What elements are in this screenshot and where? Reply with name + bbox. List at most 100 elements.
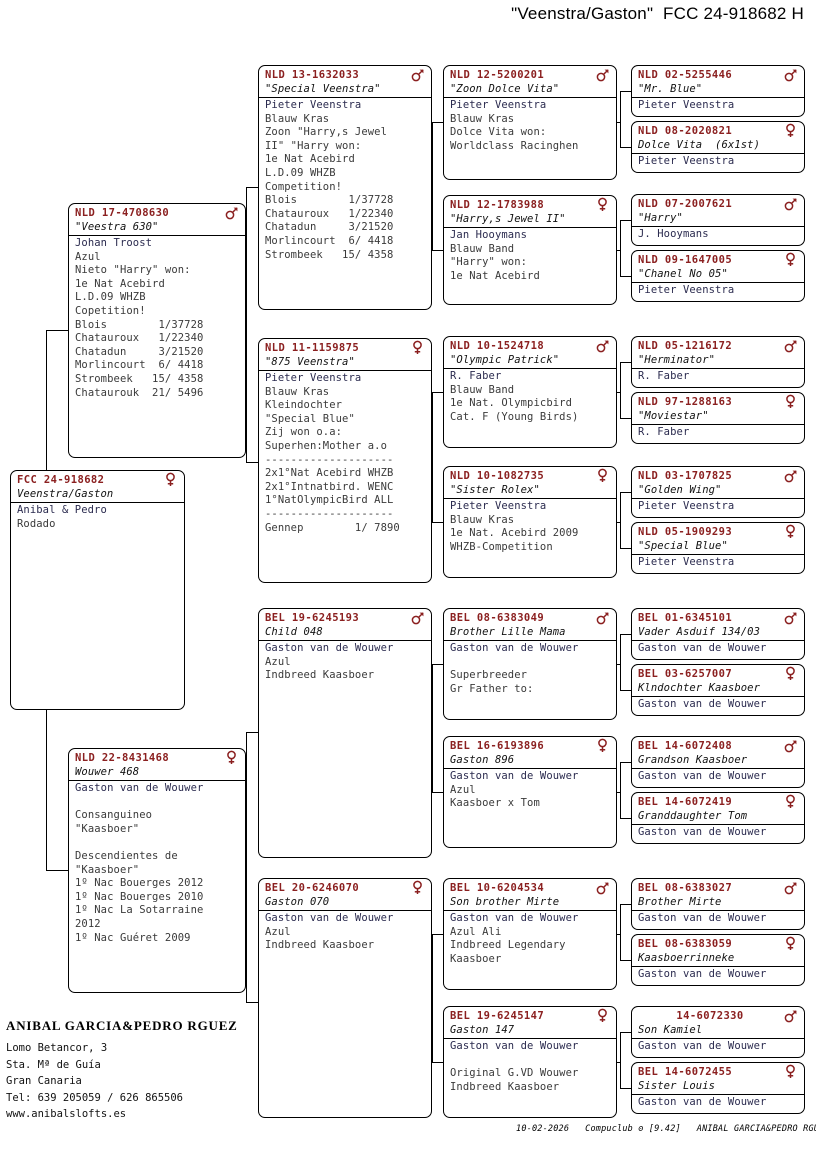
header-divider bbox=[444, 1038, 616, 1039]
gen4-card-2[interactable]: NLD 08-2020821 Dolce Vita (6x1st) Pieter V… bbox=[631, 121, 805, 173]
detail-line: Azul Ali bbox=[450, 925, 502, 938]
gen4-card-9[interactable]: BEL 01-6345101 Vader Asduif 134/03 Gaston … bbox=[631, 608, 805, 660]
header-divider bbox=[444, 227, 616, 228]
gen3-card-3[interactable]: NLD 10-1524718 "Olympic Patrick" R. Faber B… bbox=[443, 336, 617, 448]
male-sex-icon bbox=[784, 338, 797, 353]
page-title: "Veenstra/Gaston" FCC 24-918682 H bbox=[511, 4, 804, 23]
female-sex-icon bbox=[784, 524, 797, 539]
gen4-card-15[interactable]: 14-6072330 Son Kamiel Gaston van de Wouwer bbox=[631, 1006, 805, 1058]
bird-name: "Herminator" bbox=[638, 354, 716, 366]
detail-line: Cat. F (Young Birds) bbox=[450, 410, 579, 423]
connector bbox=[620, 904, 621, 960]
gen4-card-7[interactable]: NLD 03-1707825 "Golden Wing" Pieter Veenst… bbox=[631, 466, 805, 518]
connector bbox=[620, 818, 631, 819]
female-sex-icon bbox=[225, 750, 238, 765]
gen2-card-1[interactable]: NLD 13-1632033 "Special Veenstra" Pieter V… bbox=[258, 65, 432, 310]
card-body: Gaston van de Wouwer bbox=[632, 697, 804, 715]
gen4-card-5[interactable]: NLD 05-1216172 "Herminator" R. Faber bbox=[631, 336, 805, 388]
detail-line: Azul bbox=[265, 925, 291, 938]
gen4-card-6[interactable]: NLD 97-1288163 "Moviestar" R. Faber bbox=[631, 392, 805, 444]
card-header: BEL 14-6072419 bbox=[632, 793, 804, 809]
bird-name: Brother Mirte bbox=[638, 896, 722, 908]
connector bbox=[46, 330, 68, 331]
card-header: NLD 10-1524718 bbox=[444, 337, 616, 353]
bird-name: Son brother Mirte bbox=[450, 896, 560, 908]
gen3-card-1[interactable]: NLD 12-5200201 "Zoon Dolce Vita" Pieter Ve… bbox=[443, 65, 617, 180]
gen3-card-2[interactable]: NLD 12-1783988 "Harry,s Jewel II" Jan Hooy… bbox=[443, 195, 617, 305]
detail-line: 2x1°Intnatbird. WENC bbox=[265, 480, 394, 493]
gen4-card-4[interactable]: NLD 09-1647005 "Chanel No 05" Pieter Veens… bbox=[631, 250, 805, 302]
detail-line: 1º Nac Guéret 2009 bbox=[75, 931, 191, 944]
bird-name: "Special Veenstra" bbox=[265, 83, 381, 95]
detail-line: R. Faber bbox=[638, 426, 690, 438]
gen3-card-5[interactable]: BEL 08-6383049 Brother Lille Mama Gaston v… bbox=[443, 608, 617, 720]
card-header: BEL 20-6246070 bbox=[259, 879, 431, 895]
detail-line: Morlincourt 6/ 4418 bbox=[75, 359, 204, 372]
ring-number: BEL 20-6246070 bbox=[265, 882, 360, 894]
card-header: NLD 09-1647005 bbox=[632, 251, 804, 267]
connector bbox=[246, 1002, 258, 1003]
card-body: Gaston van de Wouwer bbox=[632, 1039, 804, 1057]
card-header: NLD 17-4708630 bbox=[69, 204, 245, 220]
gen3-card-4[interactable]: NLD 10-1082735 "Sister Rolex" Pieter Veens… bbox=[443, 466, 617, 578]
bird-name: Gaston 896 bbox=[450, 754, 515, 766]
header-divider bbox=[444, 97, 616, 98]
detail-line: Indbreed Kaasboer bbox=[265, 669, 375, 682]
connector bbox=[620, 492, 631, 493]
female-sex-icon bbox=[596, 738, 609, 753]
detail-line: Blauw Band bbox=[450, 383, 515, 396]
gen3-card-8[interactable]: BEL 19-6245147 Gaston 147 Gaston van de Wo… bbox=[443, 1006, 617, 1118]
gen2-card-4[interactable]: BEL 20-6246070 Gaston 070 Gaston van de Wo… bbox=[258, 878, 432, 1118]
detail-line: Kaasboer bbox=[450, 952, 502, 965]
detail-line: R. Faber bbox=[450, 370, 502, 382]
gen4-card-14[interactable]: BEL 08-6383059 Kaasboerrinneke Gaston van … bbox=[631, 934, 805, 986]
female-sex-icon bbox=[411, 340, 424, 355]
gen4-card-16[interactable]: BEL 14-6072455 Sister Louis Gaston van de … bbox=[631, 1062, 805, 1114]
card-header: NLD 08-2020821 bbox=[632, 122, 804, 138]
gen2-card-2[interactable]: NLD 11-1159875 "875 Veenstra" Pieter Veens… bbox=[258, 338, 432, 583]
ring-number: NLD 09-1647005 bbox=[638, 254, 733, 266]
connector bbox=[246, 462, 258, 463]
gen4-card-12[interactable]: BEL 14-6072419 Granddaughter Tom Gaston va… bbox=[631, 792, 805, 844]
card-header: NLD 13-1632033 bbox=[259, 66, 431, 82]
gen3-card-6[interactable]: BEL 16-6193896 Gaston 896 Gaston van de Wo… bbox=[443, 736, 617, 848]
card-body: R. Faber bbox=[632, 369, 804, 387]
header-divider bbox=[632, 424, 804, 425]
header-divider bbox=[632, 768, 804, 769]
card-header: NLD 05-1909293 bbox=[632, 523, 804, 539]
detail-line: 2x1°Nat Acebird WHZB bbox=[265, 467, 394, 480]
male-sex-icon bbox=[411, 610, 424, 625]
detail-line: 1e Nat. Olympicbird bbox=[450, 397, 573, 410]
female-sex-icon bbox=[596, 1008, 609, 1023]
gen1-card-2[interactable]: NLD 22-8431468 Wouwer 468 Gaston van de Wo… bbox=[68, 748, 246, 993]
card-header: NLD 97-1288163 bbox=[632, 393, 804, 409]
connector bbox=[620, 220, 621, 276]
gen4-card-3[interactable]: NLD 07-2007621 "Harry" J. Hooymans bbox=[631, 194, 805, 246]
header-divider bbox=[259, 910, 431, 911]
detail-line: Blauw Kras bbox=[265, 112, 330, 125]
header-divider bbox=[444, 368, 616, 369]
detail-line: -------------------- bbox=[265, 507, 394, 520]
card-body: Gaston van de Wouwer bbox=[632, 641, 804, 659]
gen4-card-11[interactable]: BEL 14-6072408 Grandson Kaasboer Gaston va… bbox=[631, 736, 805, 788]
detail-line: Azul bbox=[450, 783, 476, 796]
connector bbox=[620, 1032, 631, 1033]
card-body: Gaston van de Wouwer bbox=[632, 769, 804, 787]
detail-line: Original G.VD Wouwer bbox=[450, 1067, 579, 1080]
gen4-card-10[interactable]: BEL 03-6257007 Klndochter Kaasboer Gaston … bbox=[631, 664, 805, 716]
subject-card[interactable]: FCC 24-918682 Veenstra/Gaston Anibal & Ped… bbox=[10, 470, 185, 710]
card-header: BEL 19-6245193 bbox=[259, 609, 431, 625]
detail-line: 1º Nac La Sotarraine bbox=[75, 904, 204, 917]
card-body: Gaston van de Wouwer bbox=[632, 911, 804, 929]
male-sex-icon bbox=[784, 196, 797, 211]
gen3-card-7[interactable]: BEL 10-6204534 Son brother Mirte Gaston va… bbox=[443, 878, 617, 990]
detail-line: Gaston van de Wouwer bbox=[450, 912, 579, 924]
female-sex-icon bbox=[784, 123, 797, 138]
gen4-card-13[interactable]: BEL 08-6383027 Brother Mirte Gaston van de… bbox=[631, 878, 805, 930]
gen2-card-3[interactable]: BEL 19-6245193 Child 048 Gaston van de Wou… bbox=[258, 608, 432, 858]
connector bbox=[620, 91, 631, 92]
gen1-card-1[interactable]: NLD 17-4708630 "Veestra 630" Johan Troost A… bbox=[68, 203, 246, 458]
connector bbox=[620, 276, 631, 277]
gen4-card-1[interactable]: NLD 02-5255446 "Mr. Blue" Pieter Veenstra bbox=[631, 65, 805, 117]
gen4-card-8[interactable]: NLD 05-1909293 "Special Blue" Pieter Veens… bbox=[631, 522, 805, 574]
